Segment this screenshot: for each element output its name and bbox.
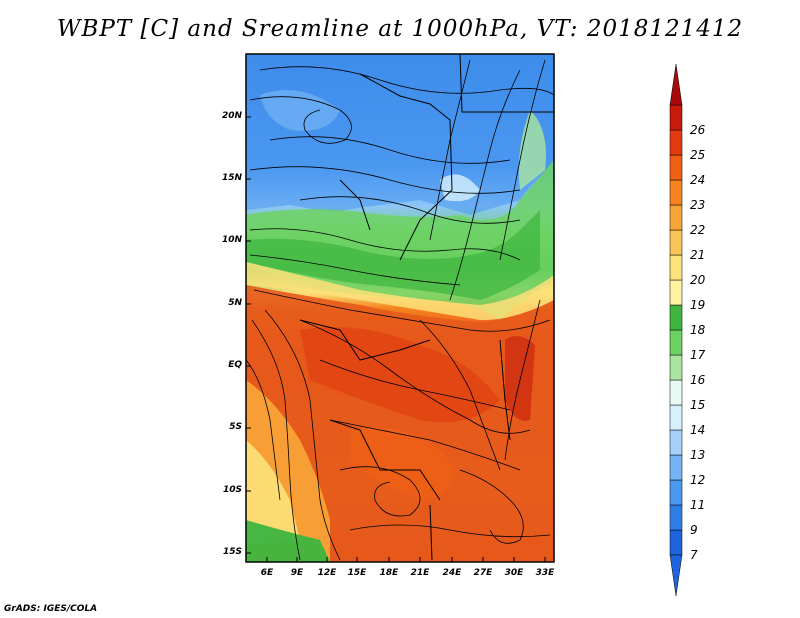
colorbar-swatch-23 <box>669 179 683 206</box>
colorbar-swatch-18 <box>669 304 683 331</box>
colorbar-label-9: 9 <box>690 523 698 537</box>
colorbar-label-22: 22 <box>690 223 706 237</box>
colorbar-swatch-14 <box>669 404 683 431</box>
map-frame <box>245 53 555 563</box>
lat-label-5s: 5S <box>229 422 242 432</box>
colorbar-label-15: 15 <box>690 398 706 412</box>
country-borders <box>299 54 554 561</box>
colorbar-swatch-19 <box>669 279 683 306</box>
lat-label-eq: EQ <box>228 360 242 370</box>
colorbar-label-20: 20 <box>690 273 706 287</box>
colorbar-label-23: 23 <box>690 198 706 212</box>
lon-label-24e: 24E <box>442 568 462 578</box>
lon-label-12e: 12E <box>317 568 337 578</box>
lon-label-33e: 33E <box>535 568 555 578</box>
colorbar-swatch-25 <box>669 129 683 156</box>
colorbar-label-12: 12 <box>690 473 706 487</box>
colorbar-label-21: 21 <box>690 248 706 262</box>
colorbar-swatch-13 <box>669 429 683 456</box>
lon-label-30e: 30E <box>504 568 524 578</box>
colorbar-bottom-arrow <box>669 554 683 597</box>
colorbar-top-arrow <box>669 63 683 106</box>
colorbar-label-18: 18 <box>690 323 706 337</box>
colorbar <box>669 63 683 597</box>
streamlines <box>246 59 554 561</box>
lat-label-15n: 15N <box>221 173 242 183</box>
colorbar-swatch-15 <box>669 379 683 406</box>
colorbar-swatch-26 <box>669 104 683 131</box>
grads-credit: GrADS: IGES/COLA <box>4 604 98 614</box>
colorbar-label-26: 26 <box>690 123 706 137</box>
colorbar-label-13: 13 <box>690 448 706 462</box>
colorbar-swatch-7 <box>669 529 683 556</box>
lon-label-15e: 15E <box>347 568 367 578</box>
colorbar-label-14: 14 <box>690 423 706 437</box>
colorbar-swatch-16 <box>669 354 683 381</box>
colorbar-label-24: 24 <box>690 173 706 187</box>
temperature-field <box>246 54 554 562</box>
lat-label-5n: 5N <box>228 298 242 308</box>
colorbar-swatch-21 <box>669 229 683 256</box>
colorbar-label-7: 7 <box>690 548 698 562</box>
lon-label-21e: 21E <box>410 568 430 578</box>
colorbar-swatch-9 <box>669 504 683 531</box>
axis-ticks <box>246 116 546 562</box>
colorbar-swatch-22 <box>669 204 683 231</box>
colorbar-swatch-17 <box>669 329 683 356</box>
colorbar-swatch-24 <box>669 154 683 181</box>
colorbar-swatch-11 <box>669 479 683 506</box>
lon-label-9e: 9E <box>290 568 304 578</box>
colorbar-swatch-12 <box>669 454 683 481</box>
colorbar-label-19: 19 <box>690 298 706 312</box>
colorbar-label-16: 16 <box>690 373 706 387</box>
lat-label-20n: 20N <box>221 111 242 121</box>
lat-label-10n: 10N <box>221 235 242 245</box>
colorbar-label-17: 17 <box>690 348 706 362</box>
lat-label-10s: 10S <box>222 485 242 495</box>
lat-label-15s: 15S <box>222 547 242 557</box>
lon-label-27e: 27E <box>473 568 493 578</box>
lon-label-18e: 18E <box>379 568 399 578</box>
colorbar-label-25: 25 <box>690 148 706 162</box>
lon-label-6e: 6E <box>260 568 274 578</box>
colorbar-label-11: 11 <box>690 498 706 512</box>
map-title: WBPT [C] and Sreamline at 1000hPa, VT: 2… <box>56 16 744 42</box>
colorbar-swatch-20 <box>669 254 683 281</box>
